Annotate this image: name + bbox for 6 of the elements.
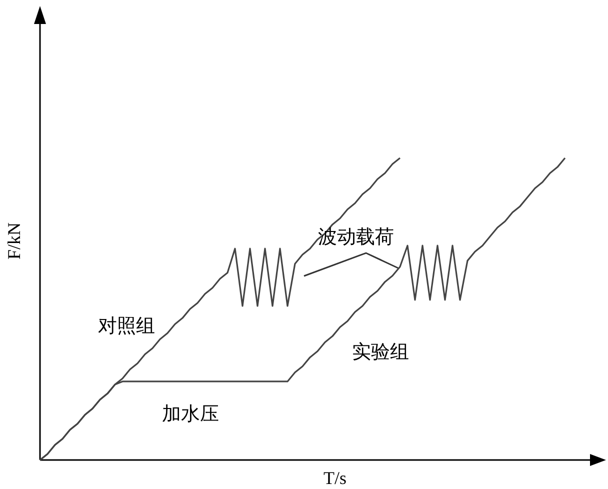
annotation: 波动载荷: [318, 227, 394, 248]
y-axis-title: F/kN: [4, 222, 24, 260]
annotation: 加水压: [162, 404, 219, 425]
series-label: 实验组: [352, 341, 409, 363]
series-label: 对照组: [98, 316, 155, 337]
x-axis-title: T/s: [323, 468, 347, 488]
